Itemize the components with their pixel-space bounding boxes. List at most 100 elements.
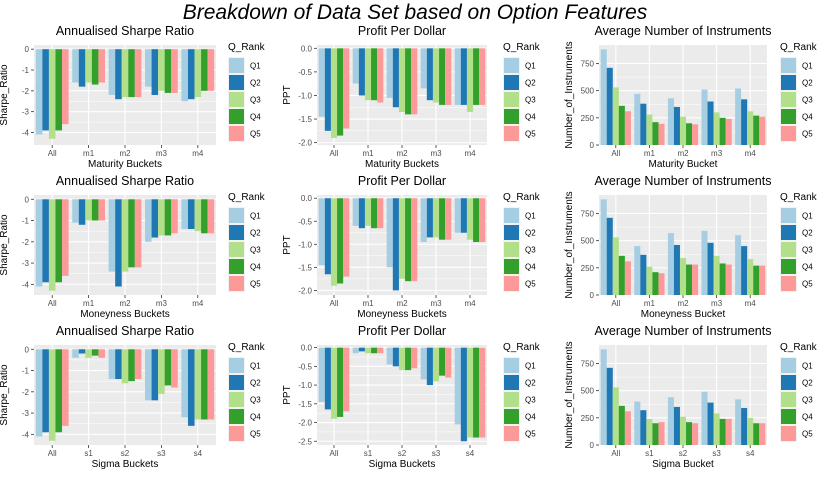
bar-s2-Q5 <box>411 347 418 369</box>
bar-m4-Q1 <box>454 198 461 233</box>
legend-label-Q5: Q5 <box>525 430 536 439</box>
bar-All-Q4 <box>618 405 625 445</box>
bar-m4-Q3 <box>194 199 202 232</box>
x-tick-label: m1 <box>644 149 656 158</box>
bar-All-Q2 <box>606 217 613 295</box>
x-axis-label: Maturity Bucket <box>649 159 718 170</box>
bar-m4-Q3 <box>194 49 202 98</box>
bar-m4-Q3 <box>466 48 474 112</box>
bar-s3-Q1 <box>145 349 152 401</box>
bar-m4-Q1 <box>735 88 742 145</box>
bar-s2-Q2 <box>392 347 399 367</box>
x-tick-label: m3 <box>156 299 168 308</box>
bar-s1-Q2 <box>640 410 647 445</box>
legend-label-Q5: Q5 <box>250 280 261 289</box>
x-tick-label: All <box>330 149 339 158</box>
bar-m4-Q3 <box>747 259 754 295</box>
y-tick-label: -2 <box>22 388 30 397</box>
legend-swatch-Q1 <box>229 358 244 373</box>
legend-title: Q_Rank <box>503 42 541 53</box>
bar-m4-Q2 <box>460 198 467 233</box>
y-tick-label: -2.0 <box>298 419 312 428</box>
y-tick-label: 250 <box>581 264 595 273</box>
bar-s1-Q5 <box>658 422 665 445</box>
x-tick-label: m2 <box>119 149 131 158</box>
bar-m3-Q4 <box>164 199 172 236</box>
bar-m4-Q4 <box>753 115 760 145</box>
bar-m3-Q4 <box>719 263 726 295</box>
legend-swatch-Q4 <box>504 409 519 424</box>
bar-s4-Q2 <box>741 408 748 445</box>
legend-label-Q5: Q5 <box>525 130 536 139</box>
legend-swatch-Q4 <box>781 259 796 274</box>
legend-label-Q5: Q5 <box>250 130 261 139</box>
legend-title: Q_Rank <box>780 342 818 353</box>
bar-m2-Q3 <box>398 198 406 279</box>
bar-s1-Q3 <box>646 418 653 445</box>
bar-m2-Q4 <box>128 49 135 98</box>
panel-title: Average Number of Instruments <box>595 174 772 188</box>
legend-label-Q5: Q5 <box>802 430 813 439</box>
bar-m4-Q2 <box>741 99 748 145</box>
legend-swatch-Q1 <box>781 358 796 373</box>
bar-m3-Q4 <box>164 49 172 93</box>
legend-swatch-Q2 <box>504 375 519 390</box>
y-axis-label: Number_of_Instruments <box>564 191 575 298</box>
x-tick-label: All <box>611 449 620 458</box>
bar-m3-Q1 <box>420 48 427 89</box>
legend-swatch-Q5 <box>229 126 244 141</box>
legend-swatch-Q1 <box>781 58 796 73</box>
x-tick-label: s3 <box>712 449 721 458</box>
bar-s4-Q5 <box>207 349 215 420</box>
bar-m1-Q2 <box>78 199 86 225</box>
bar-s4-Q3 <box>466 347 474 438</box>
bar-s4-Q5 <box>759 423 766 445</box>
legend-label-Q1: Q1 <box>250 362 261 371</box>
legend-swatch-Q4 <box>781 109 796 124</box>
x-tick-label: All <box>330 299 339 308</box>
x-tick-label: m2 <box>396 299 408 308</box>
panel-title: Annualised Sharpe Ratio <box>56 174 194 188</box>
bar-s1-Q1 <box>352 347 359 354</box>
x-tick-label: All <box>611 149 620 158</box>
legend-label-Q4: Q4 <box>802 113 813 122</box>
y-tick-label: -1.5 <box>298 115 312 124</box>
y-tick-label: -3 <box>22 409 30 418</box>
bar-s3-Q4 <box>439 347 446 376</box>
bar-All-Q3 <box>612 237 619 295</box>
legend-label-Q4: Q4 <box>250 413 261 422</box>
bar-m1-Q5 <box>98 199 105 221</box>
bar-m2-Q4 <box>405 198 412 282</box>
bar-m2-Q5 <box>692 264 699 295</box>
x-tick-label: m4 <box>464 299 476 308</box>
bar-m3-Q4 <box>439 48 446 105</box>
bar-m2-Q2 <box>115 199 122 287</box>
legend-swatch-Q2 <box>229 375 244 390</box>
bar-s3-Q5 <box>445 347 452 378</box>
chart-panel-2: 0.0 -0.5 -1.0 -1.5 -2.0 All m1 m2 m3 m4 Profit Per… <box>282 24 541 170</box>
chart-panel-1: 0 -1 -2 -3 -4 All m1 m2 m3 m4 Annualised Sharpe Ra… <box>0 24 266 170</box>
chart-panel-9: 0 250 500 750 All s1 s2 s3 s4 Average Number of I… <box>564 324 818 470</box>
y-tick-label: 0 <box>25 195 30 204</box>
legend-title: Q_Rank <box>228 42 266 53</box>
legend-title: Q_Rank <box>228 342 266 353</box>
bar-m3-Q3 <box>158 199 165 236</box>
x-axis-label: Moneyness Bucket <box>641 309 726 320</box>
y-tick-label: 0.0 <box>301 194 313 203</box>
legend-swatch-Q5 <box>504 276 519 291</box>
y-tick-label: -2.0 <box>298 286 312 295</box>
bar-All-Q2 <box>42 349 49 433</box>
bar-m2-Q1 <box>386 48 393 98</box>
bar-s4-Q3 <box>194 349 202 420</box>
bar-m2-Q1 <box>108 49 116 95</box>
bar-m1-Q5 <box>658 273 665 295</box>
panel-title: Average Number of Instruments <box>595 324 772 338</box>
bar-s2-Q1 <box>386 347 393 365</box>
bar-All-Q4 <box>618 255 625 295</box>
bar-All-Q3 <box>612 387 619 445</box>
bar-All-Q1 <box>35 49 43 135</box>
bar-s3-Q3 <box>432 347 440 382</box>
bar-s3-Q5 <box>725 418 732 445</box>
bar-m4-Q4 <box>201 49 208 91</box>
